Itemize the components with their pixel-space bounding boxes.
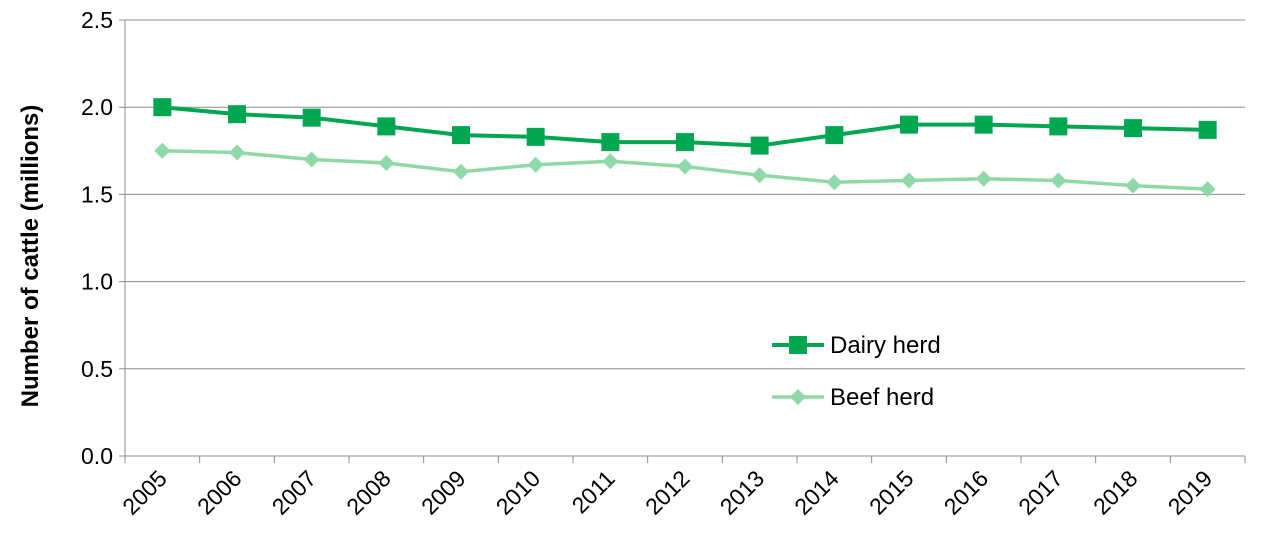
legend-swatch-marker [790, 389, 806, 405]
beef-herd-point [826, 174, 843, 191]
legend: Dairy herd Beef herd [772, 332, 941, 411]
beef-herd-point [154, 142, 171, 159]
x-tick-label: 2007 [267, 465, 322, 520]
x-tick-label: 2008 [341, 465, 396, 520]
legend-label: Beef herd [830, 384, 934, 411]
beef-herd-point [602, 153, 619, 170]
dairy-herd-point [153, 98, 172, 117]
dairy-herd-point [228, 105, 246, 124]
x-tick-label: 2018 [1088, 465, 1143, 520]
dairy-herd-point [1049, 117, 1068, 136]
x-tick-label: 2015 [864, 465, 919, 520]
dairy-herd-point [825, 126, 844, 145]
x-tick-label: 2019 [1163, 465, 1218, 520]
y-tick-label: 1.5 [81, 181, 113, 207]
y-tick-label: 0.5 [81, 356, 113, 382]
dairy-herd-point [601, 133, 620, 152]
beef-herd-point [378, 155, 395, 172]
beef-herd-point [303, 151, 320, 168]
x-tick-label: 2009 [416, 465, 471, 520]
dairy-herd-point [1198, 120, 1217, 139]
beef-herd-point [527, 156, 544, 173]
y-axis-title: Number of cattle (millions) [17, 105, 44, 408]
beef-herd-point [1050, 172, 1067, 189]
beef-herd-point [975, 170, 992, 187]
beef-herd-point [677, 158, 693, 175]
x-tick-label: 2014 [789, 465, 844, 520]
dairy-herd-point [452, 126, 470, 145]
x-tick-labels: 2005 2006 2007 2008 2009 2010 2011 2012 2013 2014… [117, 465, 1217, 520]
dairy-herd-point [377, 117, 396, 136]
dairy-herd-point [676, 133, 694, 152]
x-tick-label: 2010 [491, 465, 546, 520]
y-tick-label: 2.5 [81, 7, 113, 33]
beef-herd-point [229, 144, 245, 161]
legend-swatch-marker [789, 336, 807, 354]
legend-item-beef-herd: Beef herd [772, 384, 934, 411]
y-tick-labels: 0.0 0.5 1.0 1.5 2.0 2.5 [81, 7, 113, 469]
y-tick-label: 2.0 [81, 94, 113, 120]
beef-herd-point [453, 163, 469, 180]
dairy-herd-point [750, 136, 769, 155]
beef-herd-point [1125, 177, 1141, 194]
dairy-herd-point [1124, 119, 1142, 138]
dairy-herd-point [974, 115, 993, 134]
dairy-herd-point [302, 108, 321, 127]
series [153, 98, 1217, 198]
dairy-herd-point [526, 127, 545, 146]
legend-label: Dairy herd [830, 332, 941, 359]
gridlines [125, 19, 1245, 370]
beef-herd-point [751, 167, 768, 184]
y-tick-label: 1.0 [81, 269, 113, 295]
dairy-herd-point [900, 115, 918, 134]
x-tick-label: 2017 [1013, 465, 1068, 520]
x-tick-label: 2016 [939, 465, 994, 520]
beef-herd-point [1199, 181, 1216, 198]
series-beef-herd [154, 142, 1216, 198]
y-tick-label: 0.0 [81, 443, 113, 469]
axes [119, 19, 1246, 463]
x-tick-label: 2013 [715, 465, 770, 520]
x-tick-label: 2006 [192, 465, 247, 520]
x-tick-label: 2012 [640, 465, 695, 520]
beef-herd-point [901, 172, 917, 189]
x-tick-label: 2011 [567, 465, 620, 518]
series-dairy-herd [153, 98, 1217, 155]
x-tick-label: 2005 [117, 465, 172, 520]
legend-item-dairy-herd: Dairy herd [772, 332, 941, 359]
